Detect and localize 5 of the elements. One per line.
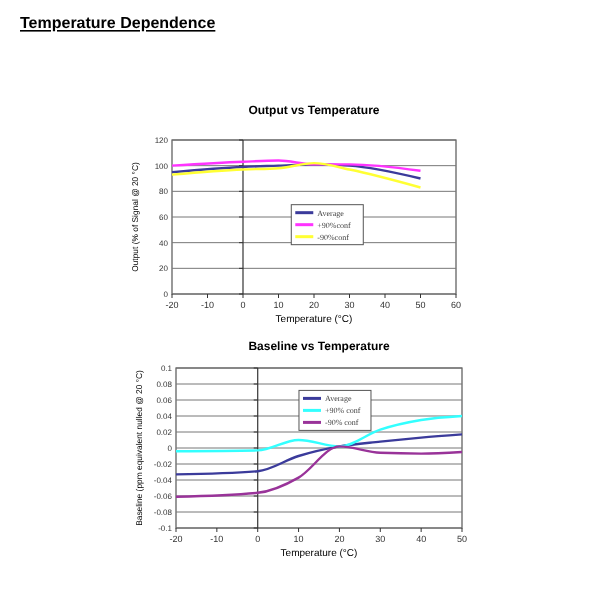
line-series (174, 414, 464, 453)
line-series (174, 445, 464, 498)
line-series (174, 433, 464, 476)
line-series (170, 161, 422, 189)
text: Temperature Dependence (20, 14, 217, 32)
